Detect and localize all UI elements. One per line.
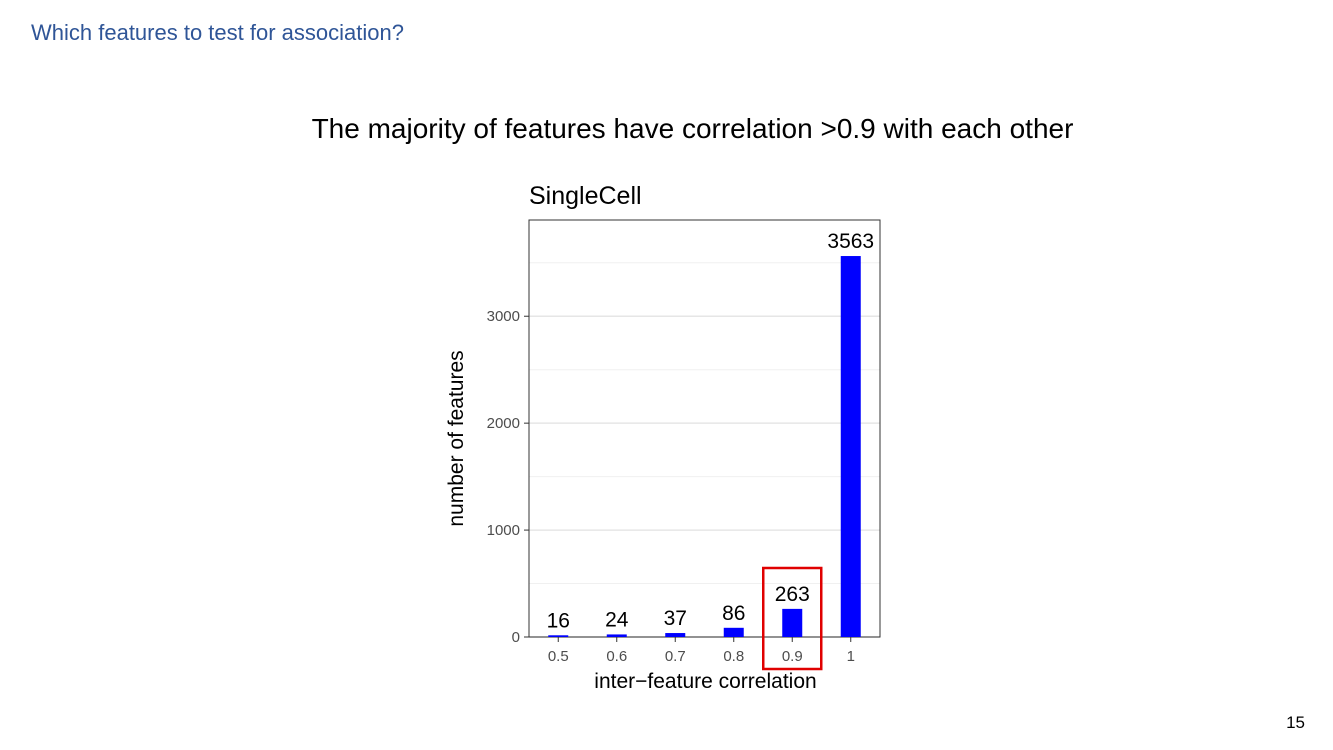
data-label-0.6: 24 — [605, 608, 629, 631]
chart-title: SingleCell — [529, 182, 642, 210]
y-axis-title: number of features — [445, 350, 468, 526]
bar-0.5 — [548, 635, 569, 637]
x-tick-label-0.5: 0.5 — [548, 648, 569, 665]
bar-0.8 — [723, 627, 744, 637]
x-tick-label-1: 1 — [847, 648, 855, 665]
chart-axes: 0.5 0.6 0.7 0.8 0.9 1 0 1000 2000 3000 — [487, 308, 855, 665]
bar-0.9 — [782, 608, 803, 637]
slide-title: Which features to test for association? — [31, 20, 404, 45]
x-tick-label-0.6: 0.6 — [606, 648, 627, 665]
data-label-0.7: 37 — [664, 607, 687, 630]
chart-data-labels: 16 24 37 86 263 3563 — [547, 230, 875, 632]
slide-headline: The majority of features have correlatio… — [311, 113, 1074, 144]
x-tick-label-0.7: 0.7 — [665, 648, 686, 665]
chart-grid — [529, 262, 880, 638]
data-label-0.8: 86 — [722, 602, 745, 625]
slide-number: 15 — [1286, 713, 1305, 732]
bar-0.6 — [606, 634, 627, 637]
data-label-0.9: 263 — [775, 583, 810, 606]
y-tick-label-0: 0 — [512, 629, 520, 646]
highlight-box — [762, 566, 823, 671]
chart-bars — [548, 256, 861, 637]
x-tick-label-0.8: 0.8 — [723, 648, 744, 665]
plot-panel-border — [528, 219, 881, 638]
bar-0.7 — [665, 633, 686, 637]
y-tick-label-3000: 3000 — [487, 308, 520, 325]
x-axis-title: inter−feature correlation — [594, 670, 816, 693]
x-tick-label-0.9: 0.9 — [782, 648, 803, 665]
y-tick-label-1000: 1000 — [487, 522, 520, 539]
data-label-0.5: 16 — [547, 609, 570, 632]
y-tick-label-2000: 2000 — [487, 415, 520, 432]
bar-1 — [840, 256, 861, 637]
data-label-1: 3563 — [827, 230, 874, 253]
